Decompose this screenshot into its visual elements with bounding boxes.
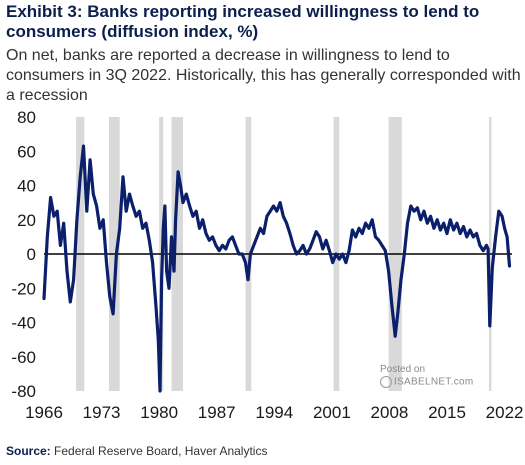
chart-title: Exhibit 3: Banks reporting increased wil… — [6, 2, 480, 41]
x-tick-label: 1966 — [25, 403, 63, 422]
y-tick-label: 40 — [17, 177, 36, 196]
series-line-0 — [42, 144, 512, 393]
x-tick-label: 2008 — [371, 403, 409, 422]
source-label: Source: — [6, 444, 51, 458]
y-tick-label: 80 — [17, 108, 36, 127]
watermark: Posted on ISABELNET.com — [380, 364, 473, 389]
y-tick-label: -60 — [11, 348, 36, 367]
y-tick-label: -20 — [11, 279, 36, 298]
source-text: Federal Reserve Board, Haver Analytics — [54, 444, 268, 458]
y-tick-label: 0 — [27, 245, 36, 264]
x-tick-label: 2015 — [428, 403, 466, 422]
x-tick-label: 1973 — [83, 403, 121, 422]
axes: 80 60 40 20 0 -20 -40 -60 -80 1966 1973 1980 1987 199… — [11, 108, 523, 422]
x-tick-label: 2022 — [486, 403, 524, 422]
source-note: Source: Federal Reserve Board, Haver Ana… — [6, 444, 267, 458]
x-tick-label: 1994 — [255, 403, 293, 422]
y-tick-label: 60 — [17, 142, 36, 161]
watermark-logo-icon — [380, 376, 392, 388]
y-tick-label: -40 — [11, 314, 36, 333]
watermark-posted-on: Posted on — [380, 364, 426, 375]
watermark-site: ISABELNET.com — [394, 376, 474, 388]
chart-subtitle: On net, banks are reported a decrease in… — [6, 47, 521, 104]
x-tick-label: 1987 — [198, 403, 236, 422]
y-tick-label: 20 — [17, 211, 36, 230]
y-tick-label: -80 — [11, 382, 36, 401]
series-layer — [42, 144, 512, 393]
x-tick-label: 1980 — [140, 403, 178, 422]
x-tick-label: 2001 — [313, 403, 351, 422]
